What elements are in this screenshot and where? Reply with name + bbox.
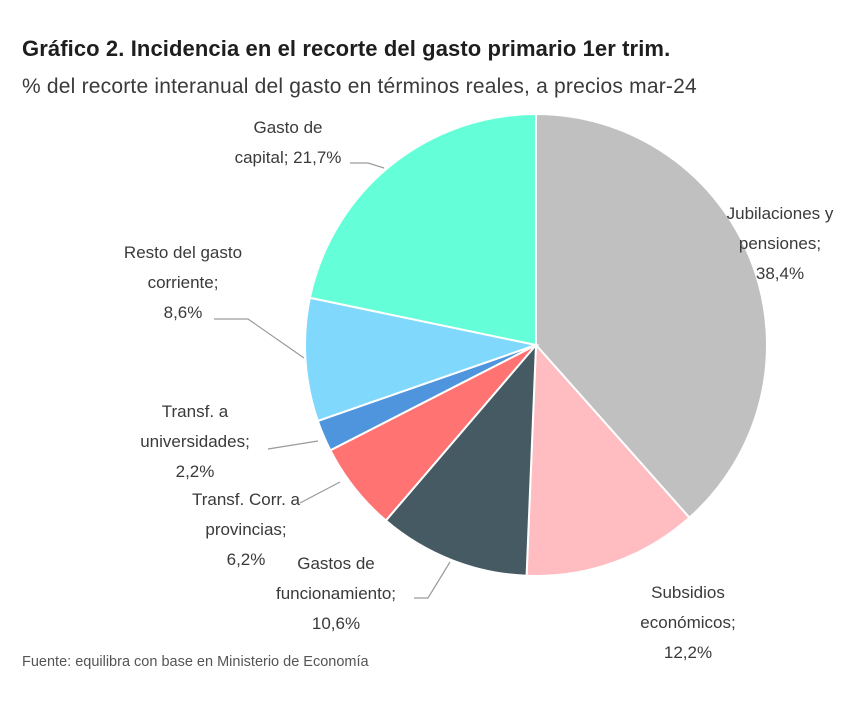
slice-label-line: Subsidios bbox=[651, 583, 725, 602]
slice-label-line: 10,6% bbox=[312, 614, 360, 633]
slice-label-line: provincias; bbox=[205, 520, 286, 539]
slice-label: Gasto de capital; 21,7% bbox=[235, 118, 342, 167]
pie-slice-jubilaciones-y-pensiones bbox=[535, 112, 768, 520]
chart-title: Gráfico 2. Incidencia en el recorte del … bbox=[22, 36, 671, 61]
slice-label: Transf. Corr. a provincias; 6,2% bbox=[192, 490, 301, 569]
slice-label-line: Resto del gasto bbox=[124, 243, 242, 262]
pie-slice-subsidios-econ-micos bbox=[525, 342, 691, 577]
chart-source: Fuente: equilibra con base en Ministerio… bbox=[22, 654, 369, 670]
slice-label-line: 8,6% bbox=[164, 303, 203, 322]
slice-label-line: 6,2% bbox=[227, 550, 266, 569]
pie-slice-gasto-de-capital bbox=[308, 112, 537, 347]
pie-slice-resto-del-gasto-corriente bbox=[304, 296, 540, 423]
slice-label-line: 2,2% bbox=[176, 462, 215, 481]
slice-label-line: 38,4% bbox=[756, 264, 804, 283]
leader-line bbox=[214, 318, 305, 359]
slice-label-line: Jubilaciones y bbox=[727, 204, 834, 223]
leader-line bbox=[414, 561, 451, 599]
slice-label-line: Transf. a bbox=[162, 402, 229, 421]
slice-label-line: Gastos de bbox=[297, 554, 375, 573]
slice-label-line: económicos; bbox=[640, 613, 735, 632]
chart-subtitle: % del recorte interanual del gasto en té… bbox=[22, 75, 697, 98]
slice-label-line: Gasto de bbox=[254, 118, 323, 137]
leader-line bbox=[267, 440, 319, 450]
slice-label: Transf. a universidades; 2,2% bbox=[140, 402, 250, 481]
slice-label: Gastos de funcionamiento; 10,6% bbox=[276, 554, 396, 633]
leader-line bbox=[299, 481, 341, 504]
slice-labels: Jubilaciones y pensiones; 38,4% Subsidios ec… bbox=[124, 118, 834, 662]
slice-label-line: universidades; bbox=[140, 432, 250, 451]
slice-label-line: 12,2% bbox=[664, 643, 712, 662]
pie-slices bbox=[304, 112, 768, 577]
slice-label-line: funcionamiento; bbox=[276, 584, 396, 603]
slice-label-line: pensiones; bbox=[739, 234, 821, 253]
pie-slice-gastos-de-funcionamiento bbox=[384, 342, 538, 577]
leader-lines bbox=[214, 162, 451, 599]
slice-label-line: corriente; bbox=[148, 273, 219, 292]
slice-label: Resto del gasto corriente; 8,6% bbox=[124, 243, 242, 322]
slice-label-line: Transf. Corr. a bbox=[192, 490, 301, 509]
slice-label: Jubilaciones y pensiones; 38,4% bbox=[727, 204, 834, 283]
slice-label-line: capital; 21,7% bbox=[235, 148, 342, 167]
leader-line bbox=[350, 162, 385, 169]
slice-label: Subsidios económicos; 12,2% bbox=[640, 583, 735, 662]
